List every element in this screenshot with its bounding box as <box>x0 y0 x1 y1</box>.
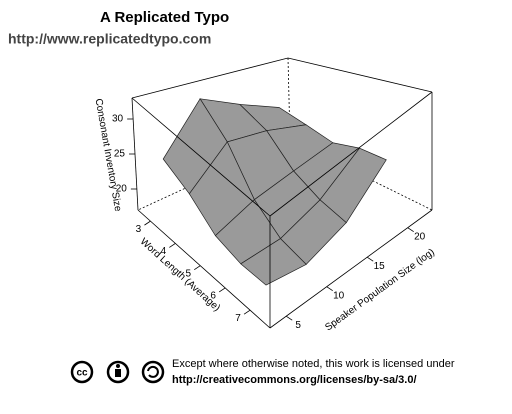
x-tick-label: 4 <box>161 246 167 257</box>
cc-glyph: cc <box>76 368 88 379</box>
license-icons: cc <box>70 360 165 384</box>
license-url: http://creativecommons.org/licenses/by-s… <box>172 374 417 386</box>
sa-icon <box>141 360 165 384</box>
x-tick <box>194 265 201 270</box>
y-tick-label: 20 <box>414 231 426 242</box>
y-tick-label: 15 <box>374 261 386 272</box>
box-edge <box>131 97 271 217</box>
y-tick <box>285 315 293 321</box>
sa-arrow <box>147 365 159 378</box>
license-text: Except where otherwise noted, this work … <box>172 358 455 370</box>
z-tick-label: 25 <box>114 149 126 160</box>
y-tick-label: 10 <box>333 290 345 301</box>
cc-icon <box>70 360 94 384</box>
y-tick <box>407 227 414 233</box>
by-head <box>116 364 120 368</box>
x-tick <box>218 287 226 293</box>
box-edge <box>131 57 289 99</box>
by-body <box>115 369 121 377</box>
box-edge <box>269 91 433 217</box>
by-icon <box>106 360 130 384</box>
box-edge <box>287 57 433 93</box>
surface-patch <box>240 238 307 286</box>
site-url: http://www.replicatedtypo.com <box>8 31 211 47</box>
y-tick <box>326 286 333 292</box>
x-tick-label: 7 <box>235 313 241 324</box>
x-tick-label: 6 <box>210 291 216 302</box>
site-title: A Replicated Typo <box>100 9 229 26</box>
box-edge <box>137 209 271 329</box>
z-tick-label: 20 <box>116 184 128 195</box>
y-tick <box>366 256 374 262</box>
x-tick-label: 3 <box>136 224 142 235</box>
x-tick <box>144 220 151 226</box>
x-tick <box>243 309 251 315</box>
y-tick-label: 5 <box>295 320 301 331</box>
x-tick <box>169 243 176 248</box>
z-tick-label: 30 <box>112 114 124 125</box>
x-tick-label: 5 <box>185 268 191 279</box>
box-edge <box>269 209 433 329</box>
